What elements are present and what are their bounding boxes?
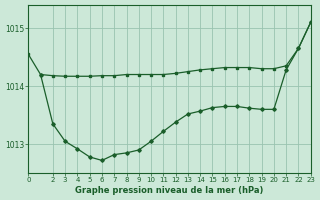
X-axis label: Graphe pression niveau de la mer (hPa): Graphe pression niveau de la mer (hPa) xyxy=(75,186,264,195)
